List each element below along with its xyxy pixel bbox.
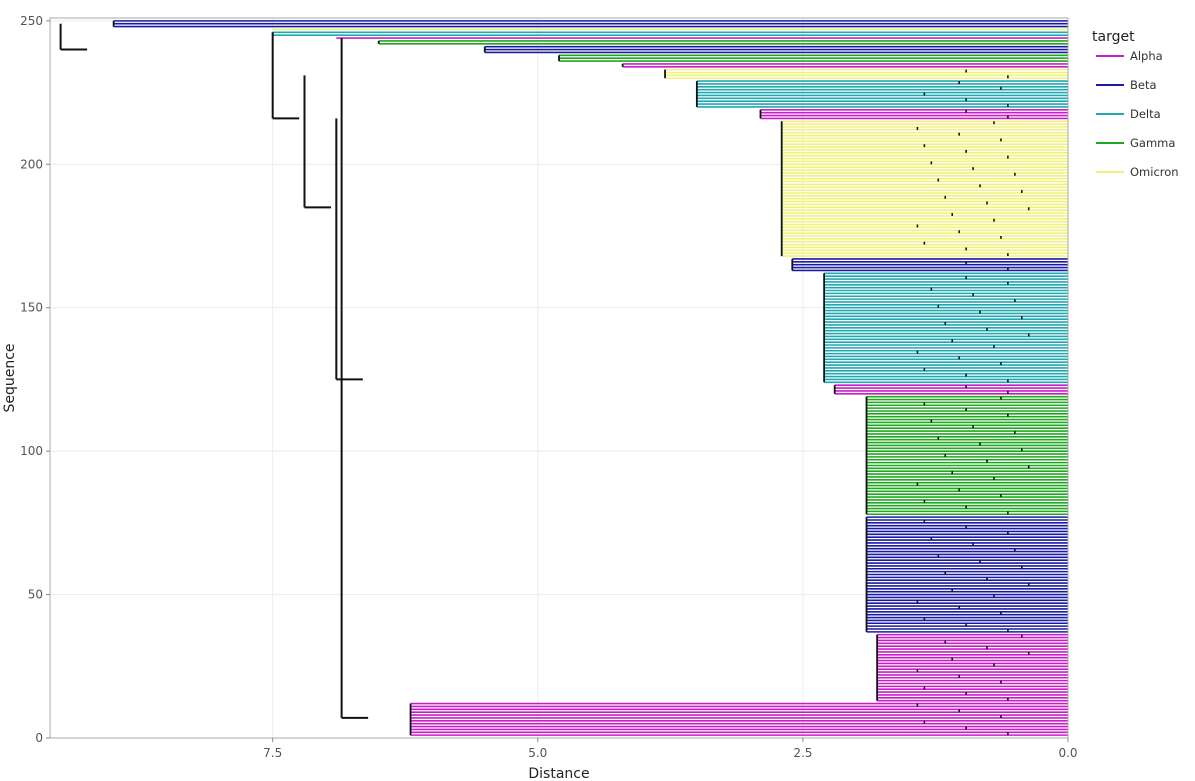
legend-item-alpha: Alpha bbox=[1096, 49, 1163, 63]
clade-alpha bbox=[759, 108, 1068, 120]
x-axis-title: Distance bbox=[528, 766, 589, 781]
dendrogram-tree bbox=[59, 20, 1068, 736]
clade-beta bbox=[865, 516, 1068, 633]
x-tick-label: 0.0 bbox=[1058, 746, 1077, 760]
y-tick-label: 250 bbox=[20, 14, 43, 28]
clade-gamma bbox=[558, 54, 1068, 62]
clade-alpha bbox=[409, 702, 1068, 736]
legend-label: Delta bbox=[1130, 107, 1161, 121]
legend-item-delta: Delta bbox=[1096, 107, 1161, 121]
clade-alpha bbox=[833, 384, 1068, 395]
clade-delta bbox=[823, 272, 1068, 384]
x-axis: 7.5 5.0 2.5 0.0 bbox=[263, 738, 1078, 760]
clade-alpha bbox=[621, 63, 1068, 68]
y-tick-label: 150 bbox=[20, 301, 43, 315]
y-axis: 0 50 100 150 200 250 bbox=[20, 14, 50, 745]
clade-omicron bbox=[780, 120, 1068, 257]
plot-frame bbox=[49, 17, 1069, 739]
legend-label: Gamma bbox=[1130, 136, 1175, 150]
x-tick-label: 2.5 bbox=[793, 746, 812, 760]
legend-item-omicron: Omicron bbox=[1096, 165, 1179, 179]
legend-label: Alpha bbox=[1130, 49, 1163, 63]
y-tick-label: 100 bbox=[20, 444, 43, 458]
x-tick-label: 5.0 bbox=[528, 746, 547, 760]
clade-alpha bbox=[876, 633, 1068, 702]
clade-delta bbox=[695, 80, 1068, 108]
legend: target Alpha Beta Delta Gamma Omicron bbox=[1092, 29, 1179, 179]
clade-gamma bbox=[377, 40, 1068, 45]
legend-label: Beta bbox=[1130, 78, 1157, 92]
legend-title: target bbox=[1092, 29, 1135, 45]
y-tick-label: 200 bbox=[20, 157, 43, 171]
y-tick-label: 0 bbox=[35, 731, 43, 745]
clade-beta bbox=[483, 45, 1068, 54]
legend-label: Omicron bbox=[1130, 165, 1179, 179]
clade-beta bbox=[112, 20, 1068, 28]
clade-beta bbox=[791, 258, 1068, 272]
clade-omicron bbox=[664, 68, 1068, 80]
x-tick-label: 7.5 bbox=[263, 746, 282, 760]
y-tick-label: 50 bbox=[28, 588, 43, 602]
grid-lines bbox=[50, 18, 1069, 739]
y-axis-title: Sequence bbox=[2, 343, 18, 412]
clade-gamma bbox=[865, 395, 1068, 516]
clade-delta bbox=[271, 31, 1068, 37]
legend-item-gamma: Gamma bbox=[1096, 136, 1175, 150]
legend-item-beta: Beta bbox=[1096, 78, 1157, 92]
